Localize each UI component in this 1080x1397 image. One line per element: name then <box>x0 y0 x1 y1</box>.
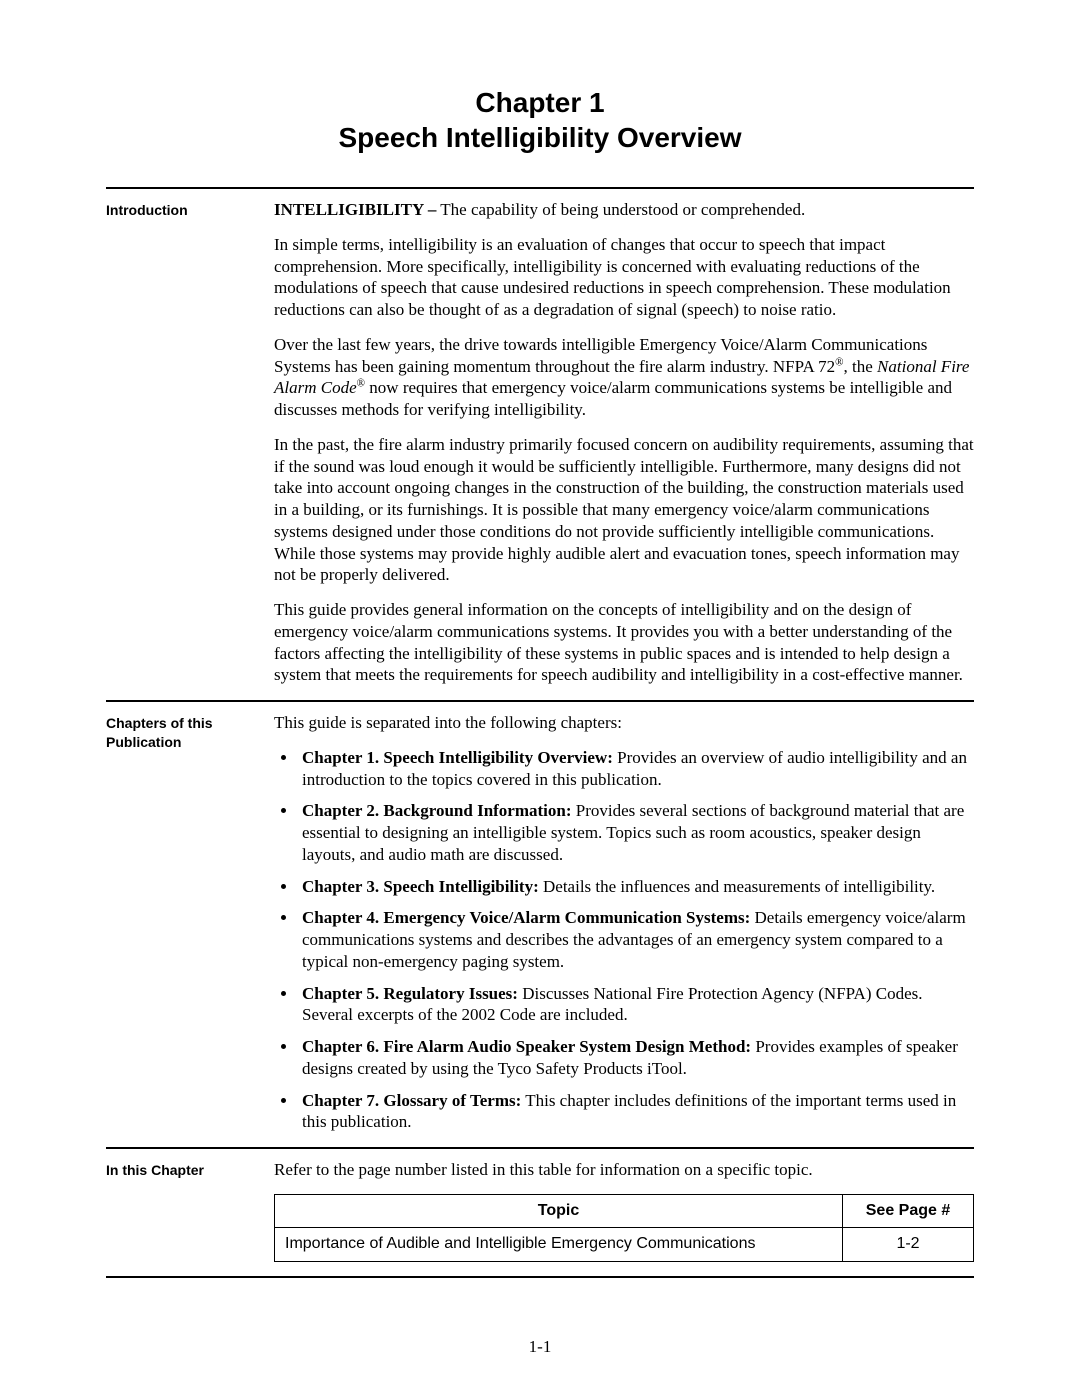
section-content: INTELLIGIBILITY – The capability of bein… <box>274 199 974 686</box>
section-chapters: Chapters of this Publication This guide … <box>106 702 974 1149</box>
inthis-lead: Refer to the page number listed in this … <box>274 1159 974 1181</box>
list-item: Chapter 7. Glossary of Terms: This chapt… <box>298 1090 974 1134</box>
def-text: The capability of being understood or co… <box>436 200 805 219</box>
th-page: See Page # <box>843 1194 974 1227</box>
section-content: This guide is separated into the followi… <box>274 712 974 1133</box>
section-in-this-chapter: In this Chapter Refer to the page number… <box>106 1149 974 1278</box>
td-page: 1-2 <box>843 1228 974 1261</box>
section-label: Introduction <box>106 199 274 686</box>
chapters-lead: This guide is separated into the followi… <box>274 712 974 734</box>
section-introduction: Introduction INTELLIGIBILITY – The capab… <box>106 187 974 702</box>
chapter-title: Chapter 1 Speech Intelligibility Overvie… <box>106 85 974 155</box>
intro-p3: In the past, the fire alarm industry pri… <box>274 434 974 586</box>
table-row: Importance of Audible and Intelligible E… <box>275 1228 974 1261</box>
td-topic: Importance of Audible and Intelligible E… <box>275 1228 843 1261</box>
table-header-row: Topic See Page # <box>275 1194 974 1227</box>
title-line-1: Chapter 1 <box>106 85 974 120</box>
list-item: Chapter 1. Speech Intelligibility Overvi… <box>298 747 974 791</box>
list-item: Chapter 2. Background Information: Provi… <box>298 800 974 865</box>
list-item: Chapter 4. Emergency Voice/Alarm Communi… <box>298 907 974 972</box>
list-item: Chapter 6. Fire Alarm Audio Speaker Syst… <box>298 1036 974 1080</box>
chapters-list: Chapter 1. Speech Intelligibility Overvi… <box>274 747 974 1133</box>
intro-p1: In simple terms, intelligibility is an e… <box>274 234 974 321</box>
intro-p2: Over the last few years, the drive towar… <box>274 334 974 421</box>
section-label: In this Chapter <box>106 1159 274 1262</box>
title-line-2: Speech Intelligibility Overview <box>106 120 974 155</box>
th-topic: Topic <box>275 1194 843 1227</box>
section-label: Chapters of this Publication <box>106 712 274 1133</box>
list-item: Chapter 5. Regulatory Issues: Discusses … <box>298 983 974 1027</box>
list-item: Chapter 3. Speech Intelligibility: Detai… <box>298 876 974 898</box>
topic-table: Topic See Page # Importance of Audible a… <box>274 1194 974 1262</box>
page-number: 1-1 <box>0 1337 1080 1357</box>
section-content: Refer to the page number listed in this … <box>274 1159 974 1262</box>
def-term: INTELLIGIBILITY – <box>274 200 436 219</box>
intro-definition: INTELLIGIBILITY – The capability of bein… <box>274 199 974 221</box>
intro-p4: This guide provides general information … <box>274 599 974 686</box>
